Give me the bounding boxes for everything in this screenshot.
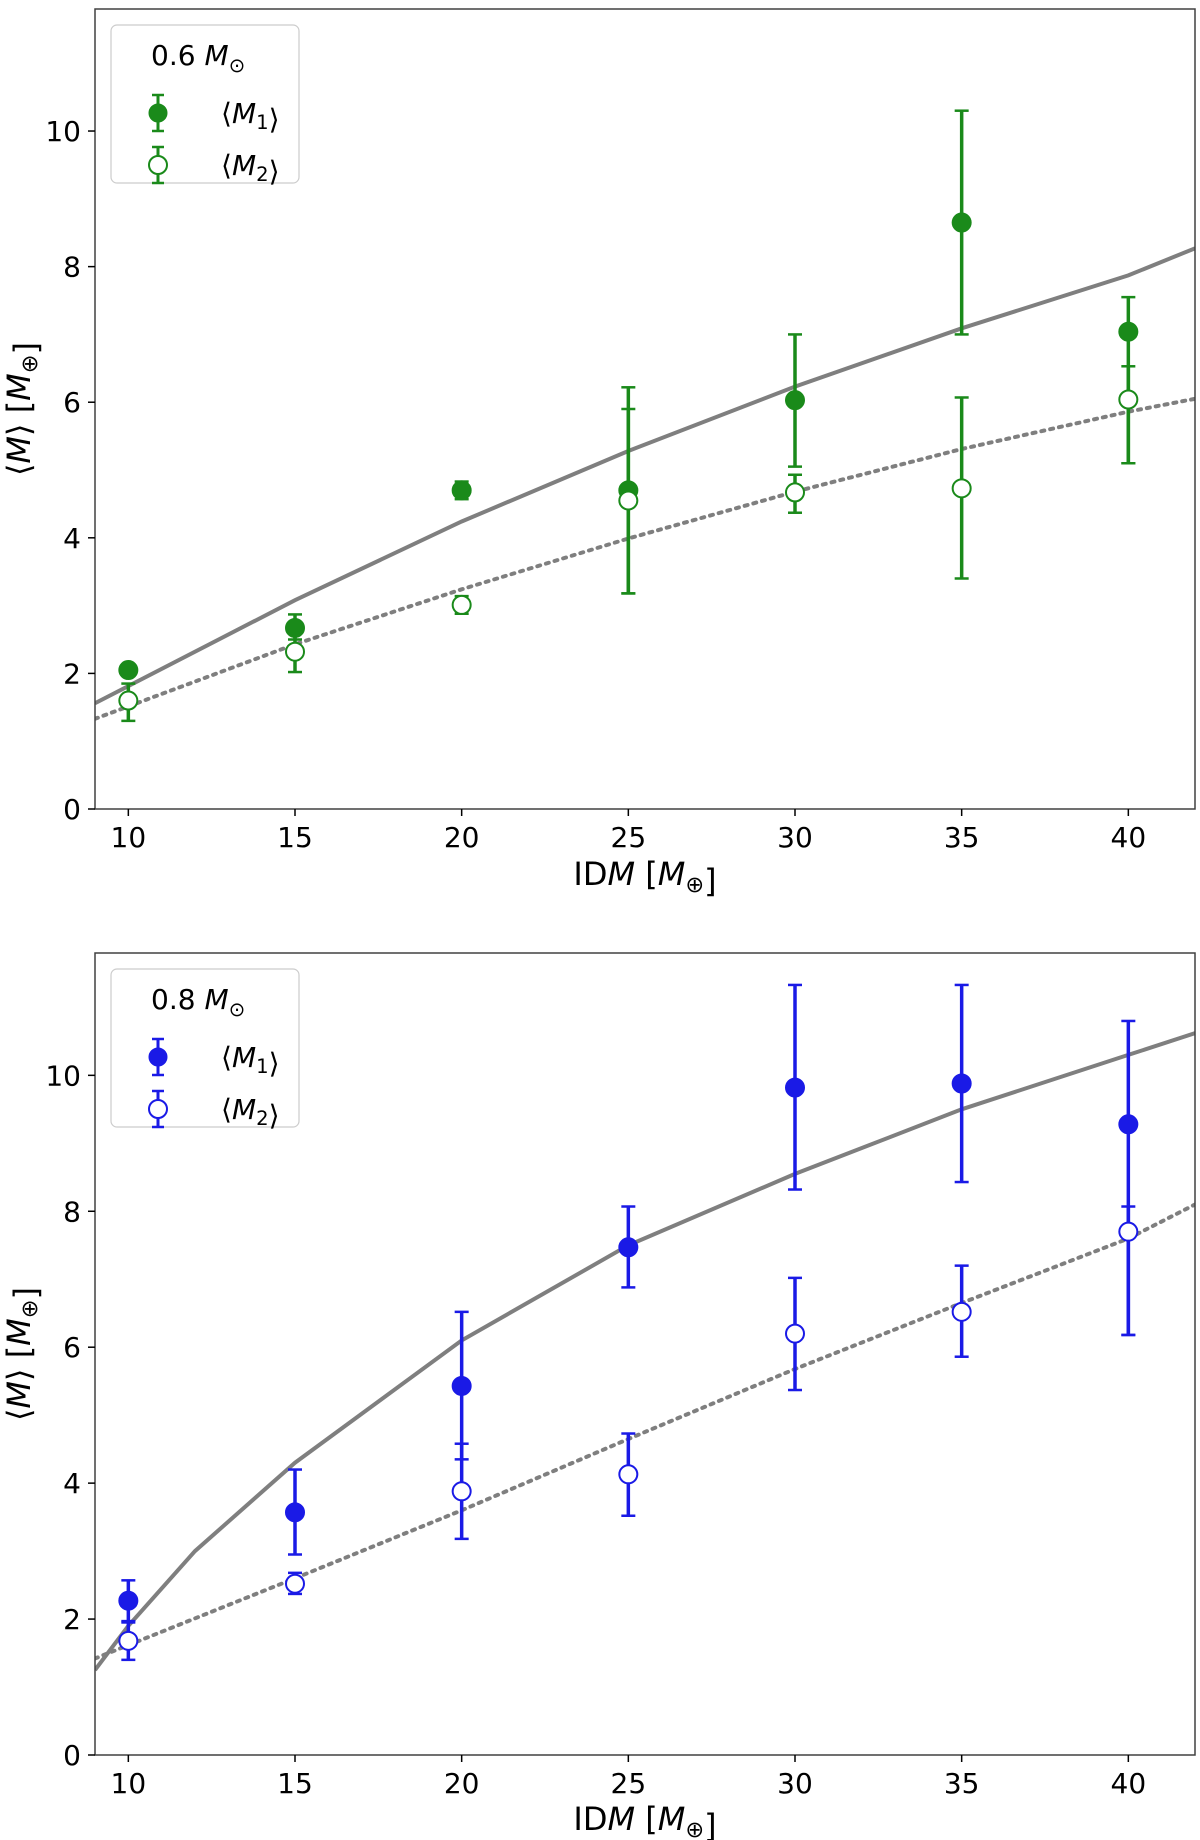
x-tick-label: 35 bbox=[944, 821, 980, 854]
data-point bbox=[118, 660, 139, 681]
legend-title: 0.8 M⊙ bbox=[151, 983, 245, 1021]
data-point bbox=[118, 1630, 139, 1651]
data-point bbox=[118, 1590, 139, 1611]
x-tick-label: 25 bbox=[611, 1767, 647, 1800]
y-tick-label: 4 bbox=[63, 522, 81, 555]
fit-line-solid bbox=[95, 1031, 1195, 1672]
y-tick-label: 6 bbox=[63, 1331, 81, 1364]
legend-label-m2: ⟨M2⟩ bbox=[221, 149, 280, 188]
legend: 0.8 M⊙ ⟨M1⟩ ⟨M2⟩ bbox=[110, 968, 300, 1132]
y-tick-label: 10 bbox=[45, 1059, 81, 1092]
x-tick-label: 30 bbox=[777, 821, 813, 854]
x-tick-label: 25 bbox=[611, 821, 647, 854]
data-point bbox=[951, 1301, 972, 1322]
y-tick-label: 8 bbox=[63, 1195, 81, 1228]
y-tick-label: 4 bbox=[63, 1467, 81, 1500]
y-tick-label: 0 bbox=[63, 793, 81, 826]
data-point bbox=[1118, 321, 1139, 342]
legend: 0.6 M⊙ ⟨M1⟩ ⟨M2⟩ bbox=[110, 24, 300, 188]
series-m2 bbox=[118, 365, 1139, 723]
x-tick-label: 10 bbox=[111, 1767, 147, 1800]
fit-line-dotted bbox=[95, 1202, 1195, 1661]
legend-label-m1: ⟨M1⟩ bbox=[221, 1041, 280, 1080]
legend-title: 0.6 M⊙ bbox=[151, 39, 245, 77]
x-tick-label: 10 bbox=[111, 821, 147, 854]
data-point bbox=[951, 478, 972, 499]
legend-marker bbox=[148, 103, 168, 123]
data-point bbox=[1118, 389, 1139, 410]
legend-box bbox=[110, 24, 300, 184]
legend-marker bbox=[148, 1047, 168, 1067]
plot-frame bbox=[94, 8, 1196, 810]
legend-label-m1: ⟨M1⟩ bbox=[221, 97, 280, 136]
y-axis-label: ⟨M⟩ [M⊕] bbox=[0, 1287, 45, 1421]
fit-line-solid bbox=[95, 246, 1195, 705]
y-axis-label: ⟨M⟩ [M⊕] bbox=[0, 342, 45, 476]
data-point bbox=[451, 1375, 472, 1396]
y-tick-label: 0 bbox=[63, 1739, 81, 1772]
data-point bbox=[785, 1323, 805, 1344]
x-tick-label: 35 bbox=[944, 1767, 980, 1800]
chart-panel-bottom: 10 15 20 25 30 35 40 0 2 4 6 8 10 IDM [M⊕] ⟨M⟩ [M⊕] 0.8… bbox=[0, 952, 1196, 1840]
fit-line-dotted bbox=[95, 396, 1195, 721]
data-point bbox=[451, 480, 472, 501]
data-point bbox=[451, 1481, 472, 1502]
series-m2 bbox=[118, 1205, 1139, 1662]
x-tick-label: 40 bbox=[1111, 821, 1147, 854]
x-tick-label: 40 bbox=[1111, 1767, 1147, 1800]
legend-label-m2: ⟨M2⟩ bbox=[221, 1093, 280, 1132]
y-tick-label: 10 bbox=[45, 115, 81, 148]
x-axis-label: IDM [M⊕] bbox=[573, 1800, 716, 1840]
y-tick-label: 6 bbox=[63, 386, 81, 419]
data-point bbox=[785, 1077, 805, 1098]
x-axis-label: IDM [M⊕] bbox=[573, 855, 716, 900]
data-point bbox=[451, 594, 472, 615]
data-point bbox=[1118, 1221, 1139, 1242]
legend-marker bbox=[148, 1099, 168, 1119]
legend-box bbox=[110, 968, 300, 1128]
x-tick-label: 15 bbox=[277, 1767, 313, 1800]
data-point bbox=[285, 1573, 305, 1594]
plot-frame bbox=[94, 952, 1196, 1756]
legend-marker bbox=[148, 155, 168, 175]
data-point bbox=[785, 390, 805, 411]
data-point bbox=[1118, 1114, 1139, 1135]
y-tick-label: 8 bbox=[63, 251, 81, 284]
x-tick-label: 15 bbox=[277, 821, 313, 854]
data-point bbox=[785, 482, 805, 503]
x-tick-label: 20 bbox=[444, 1767, 480, 1800]
data-point bbox=[118, 690, 139, 711]
chart-panel-top: 10 15 20 25 30 35 40 0 2 4 6 8 10 IDM [M⊕] ⟨M⟩ [M⊕] 0.6… bbox=[0, 8, 1196, 900]
data-point bbox=[951, 1073, 972, 1094]
data-point bbox=[618, 1237, 639, 1258]
data-point bbox=[285, 1502, 305, 1523]
y-tick-label: 2 bbox=[63, 1603, 81, 1636]
x-tick-label: 20 bbox=[444, 821, 480, 854]
data-point bbox=[618, 490, 639, 511]
data-point bbox=[285, 641, 305, 662]
data-point bbox=[951, 212, 972, 233]
y-tick-label: 2 bbox=[63, 657, 81, 690]
data-point bbox=[618, 1464, 639, 1485]
x-tick-label: 30 bbox=[777, 1767, 813, 1800]
